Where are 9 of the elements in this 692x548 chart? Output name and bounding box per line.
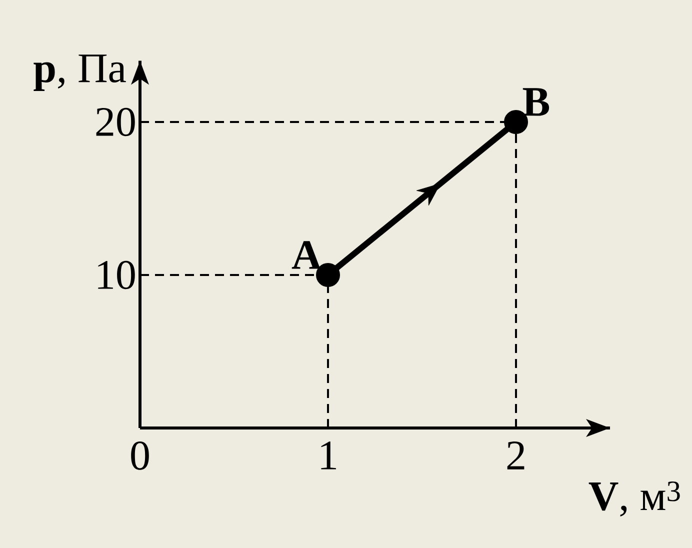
y-axis-title: p, Па bbox=[34, 54, 126, 92]
annotation: A bbox=[292, 241, 322, 269]
x-tick-label: 2 bbox=[507, 442, 524, 470]
y-tick-label: 20 bbox=[96, 108, 135, 136]
x-axis-title: V, м$^{3}$ bbox=[588, 482, 680, 516]
annotation: B bbox=[522, 88, 550, 116]
x-tick-label: 1 bbox=[321, 442, 336, 470]
x-tick-label: 0 bbox=[131, 442, 149, 470]
y-tick-label: 10 bbox=[98, 260, 135, 290]
